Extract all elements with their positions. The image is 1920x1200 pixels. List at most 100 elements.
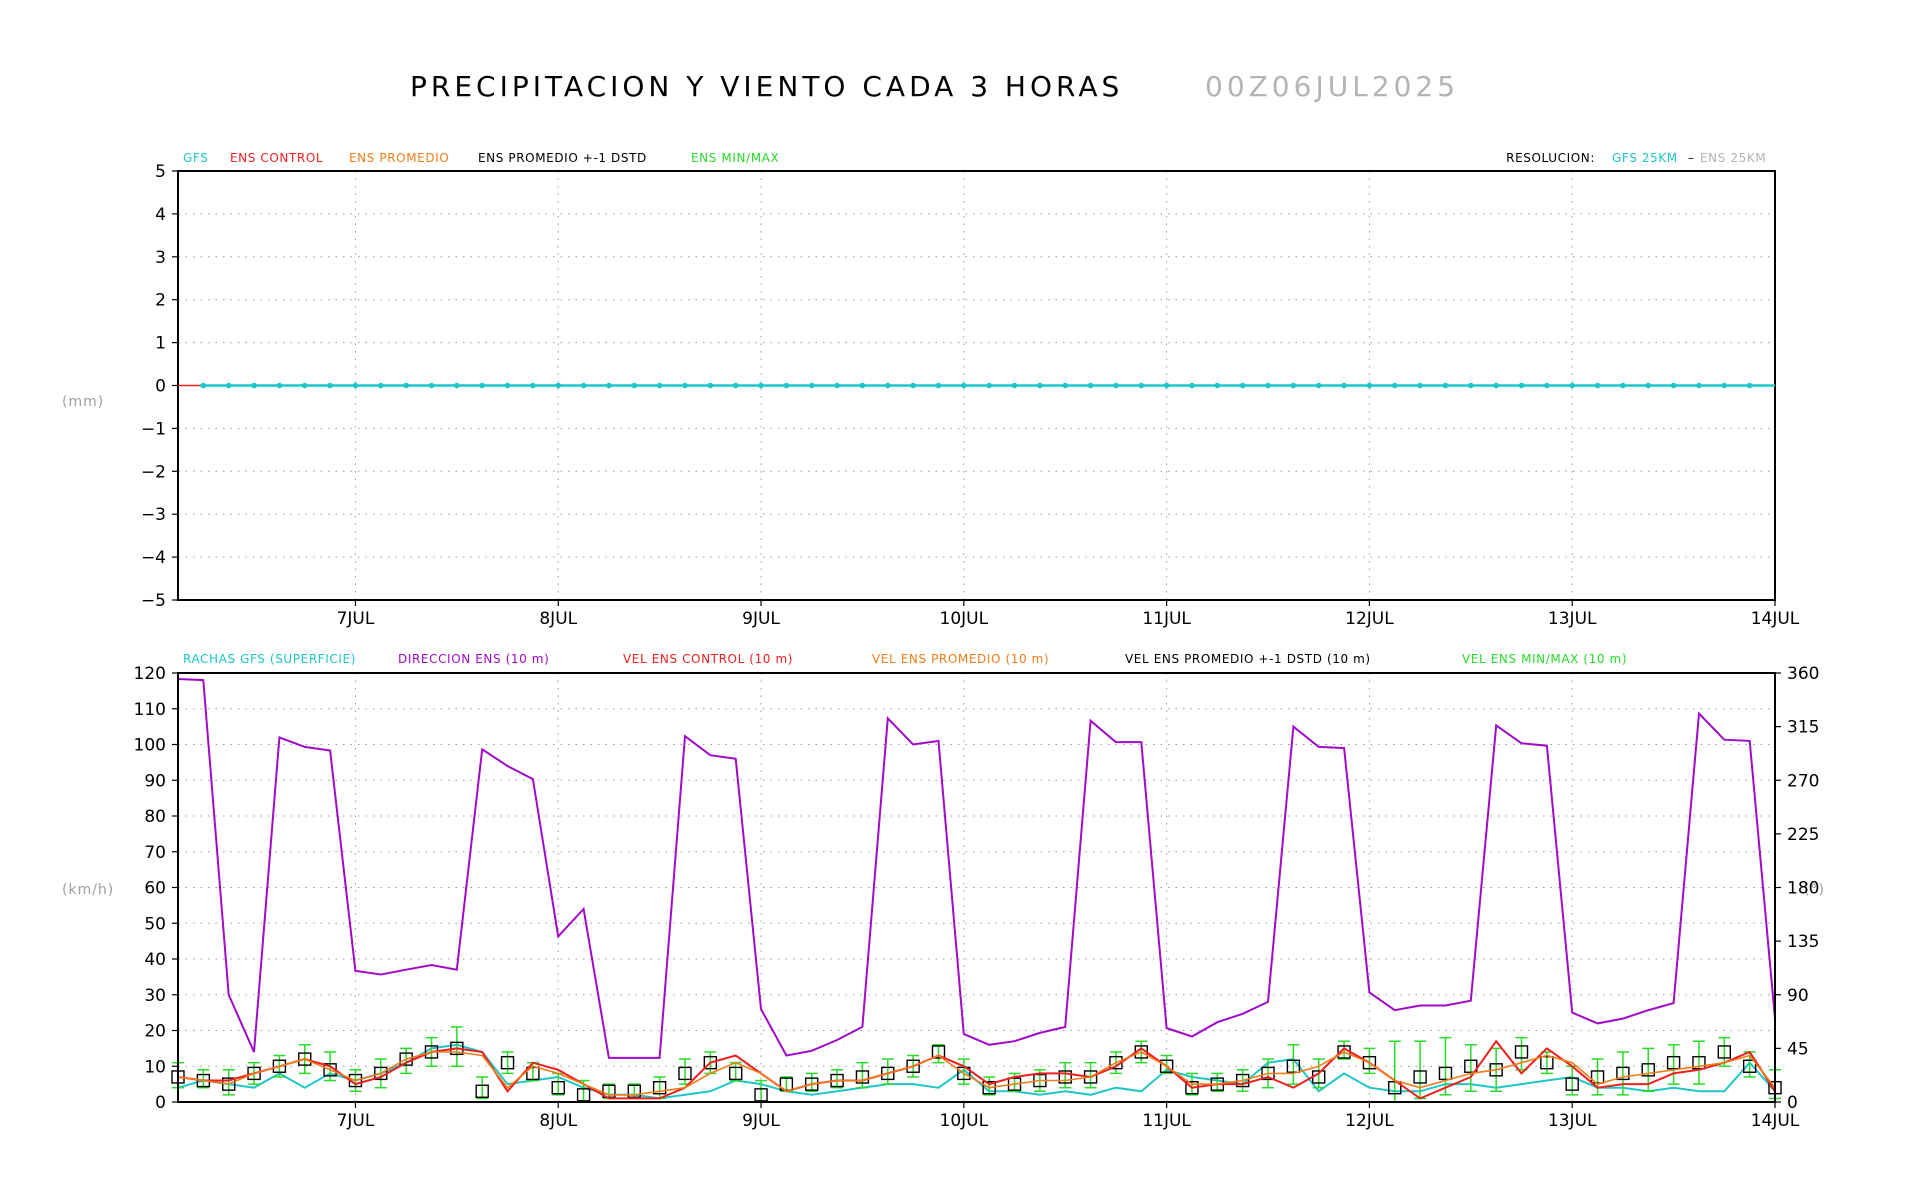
chart-title: PRECIPITACION Y VIENTO CADA 3 HORAS	[410, 70, 1123, 103]
top-gfs-point	[251, 382, 257, 389]
top-gfs-point	[1037, 382, 1043, 389]
bottom-xtick-label: 9JUL	[742, 1111, 780, 1131]
vel-std-box	[221, 1077, 236, 1091]
top-gfs-point	[327, 382, 333, 389]
vel-std-box	[906, 1059, 920, 1073]
legend-vel-minmax: VEL ENS MIN/MAX (10 m)	[1462, 652, 1627, 666]
bottom-xtick-label: 11JUL	[1142, 1111, 1191, 1131]
top-gfs-point	[1214, 382, 1221, 389]
legend-ens-std: ENS PROMEDIO +-1 DSTD	[478, 151, 647, 165]
top-gfs-point	[454, 382, 460, 389]
vel-std-box	[931, 1045, 946, 1059]
top-gfs-point	[1620, 382, 1626, 389]
top-xtick-label: 11JUL	[1142, 609, 1191, 629]
top-gfs-point	[1721, 382, 1728, 389]
vel-std-box	[1489, 1063, 1503, 1077]
vel-std-box	[576, 1088, 591, 1102]
top-ytick-label: 4	[155, 205, 166, 225]
top-ytick-label: −4	[141, 548, 166, 568]
vel-std-box	[1565, 1077, 1579, 1091]
legend-ens-promedio: ENS PROMEDIO	[349, 151, 449, 165]
top-gfs-point	[377, 382, 384, 389]
bottom-y2tick-label: 360	[1787, 664, 1819, 684]
top-panel-axes: 5 4 3 2 1 0 −1 −2 −3 −4 −5 7JUL 8JUL 9JUL 10JUL 11JUL 12…	[141, 162, 1800, 629]
legend-direccion-ens: DIRECCION ENS (10 m)	[398, 652, 549, 666]
vel-std-box	[1514, 1045, 1529, 1059]
resolucion-label: RESOLUCION:	[1506, 151, 1595, 165]
top-ytick-label: 1	[155, 334, 166, 354]
bottom-ytick-label: 50	[144, 914, 166, 934]
top-gfs-point	[200, 382, 207, 389]
bottom-ytick-label: 30	[144, 986, 166, 1006]
top-gfs-point	[1366, 382, 1373, 389]
vel-std-box	[728, 1066, 743, 1081]
top-gfs-point	[910, 382, 916, 389]
top-gfs-point	[961, 382, 967, 389]
top-gfs-point	[1239, 382, 1246, 389]
vel-std-box	[1388, 1080, 1402, 1095]
top-gfs-point	[935, 382, 942, 389]
vel-std-box	[1641, 1063, 1655, 1077]
vel-std-box	[1413, 1070, 1427, 1084]
vel-std-box	[1464, 1059, 1478, 1073]
top-ytick-label: −2	[141, 462, 166, 482]
top-xtick-label: 12JUL	[1345, 609, 1394, 629]
bottom-xtick-label: 7JUL	[337, 1111, 375, 1131]
top-xtick-label: 9JUL	[742, 609, 780, 629]
top-ytick-label: 5	[155, 162, 166, 182]
vel-std-box	[652, 1080, 667, 1095]
top-gfs-point	[1442, 382, 1449, 389]
unit-kmh: (km/h)	[62, 882, 114, 898]
bottom-xtick-label: 10JUL	[940, 1111, 989, 1131]
top-gfs-point	[1189, 382, 1195, 389]
bottom-panel-frame	[177, 672, 1776, 1103]
top-gfs-point	[1113, 382, 1119, 389]
top-gfs-point	[1265, 382, 1271, 389]
top-xtick-label: 10JUL	[940, 609, 989, 629]
bottom-y2tick-label: 45	[1787, 1039, 1809, 1059]
vel-std-box	[703, 1055, 718, 1070]
vel-std-box	[855, 1070, 870, 1084]
top-gfs-point	[1670, 382, 1677, 389]
bottom-panel-data	[171, 678, 1782, 1103]
top-gfs-point	[428, 382, 435, 389]
vel-std-box	[1616, 1066, 1630, 1081]
top-gfs-point	[403, 382, 409, 389]
top-gfs-point	[1062, 382, 1069, 389]
top-gfs-point	[656, 382, 663, 389]
top-ytick-label: −5	[141, 591, 166, 611]
bottom-panel-axes: 1201101009080706050403020100360315270225…	[134, 664, 1820, 1131]
top-gfs-point	[1594, 382, 1601, 389]
top-gfs-point	[859, 382, 866, 389]
resolucion-ens: ENS 25KM	[1700, 151, 1766, 165]
top-gfs-point	[884, 382, 891, 389]
top-gfs-point	[301, 382, 308, 389]
top-gfs-point	[631, 382, 638, 389]
top-panel-data	[178, 382, 1775, 389]
bottom-ytick-label: 70	[144, 843, 166, 863]
bottom-ytick-label: 110	[134, 700, 166, 720]
top-ytick-label: 2	[155, 291, 166, 311]
bottom-panel-grid	[178, 673, 1775, 1102]
vel-std-box	[678, 1066, 692, 1081]
top-xtick-label: 8JUL	[539, 609, 577, 629]
bottom-ytick-label: 0	[155, 1093, 166, 1113]
bottom-y2tick-label: 90	[1787, 986, 1809, 1006]
top-gfs-point	[1696, 382, 1702, 389]
bottom-xtick-label: 14JUL	[1751, 1111, 1800, 1131]
top-gfs-point	[1138, 382, 1145, 389]
top-gfs-point	[504, 382, 511, 389]
top-gfs-point	[225, 382, 232, 389]
resolucion-separator: –	[1688, 151, 1695, 165]
bottom-ytick-label: 60	[144, 879, 166, 899]
top-gfs-point	[1391, 382, 1398, 389]
top-xtick-label: 7JUL	[337, 609, 375, 629]
vel-std-box	[1159, 1059, 1174, 1073]
legend-gfs: GFS	[183, 151, 208, 165]
bottom-y2tick-label: 270	[1787, 771, 1819, 791]
legend-vel-control: VEL ENS CONTROL (10 m)	[623, 652, 793, 666]
vel-std-box	[1007, 1077, 1022, 1091]
top-gfs-point	[479, 382, 485, 389]
